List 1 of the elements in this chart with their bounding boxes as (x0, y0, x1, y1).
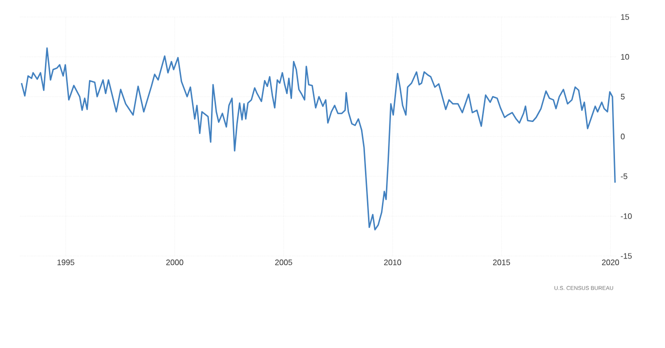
line-series (20, 47, 616, 230)
